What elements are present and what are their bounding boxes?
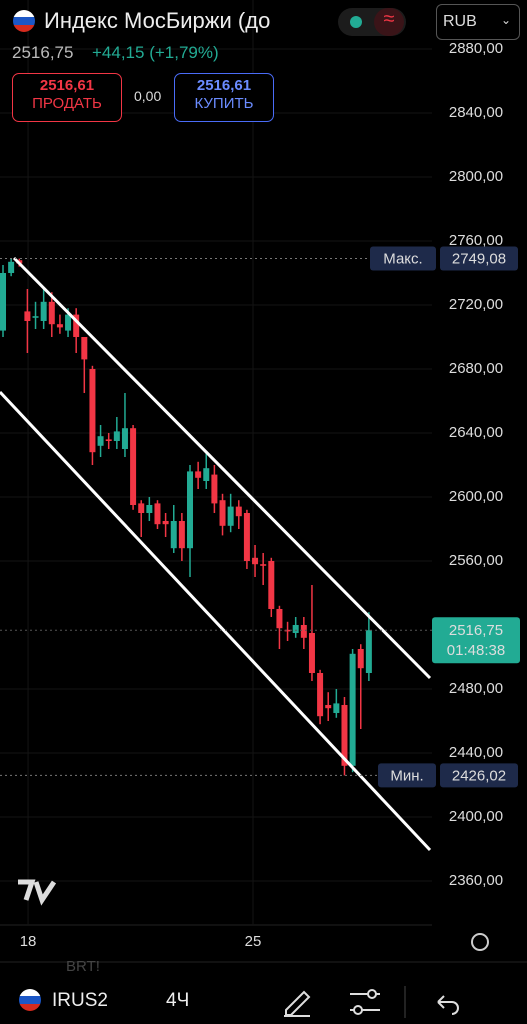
candle-body [130, 428, 137, 505]
last-price-box [432, 617, 520, 664]
candle-body [178, 521, 185, 549]
x-tick-label: 18 [20, 933, 37, 950]
candle-body [81, 337, 88, 360]
price: 2516,75 [12, 43, 74, 62]
buy-price: 2516,61 [196, 77, 252, 94]
label-box [370, 246, 436, 271]
y-tick-label: 2880,00 [449, 40, 503, 57]
y-tick-label: 2600,00 [449, 488, 503, 505]
candle-body [365, 630, 372, 673]
label-box [440, 763, 518, 788]
candle-body [195, 471, 202, 478]
status-pill[interactable]: ≈ [338, 8, 406, 36]
sell-price: 2516,61 [39, 77, 95, 94]
candle-body [333, 703, 340, 713]
candle-body [105, 439, 112, 441]
candle-body [292, 625, 299, 633]
candle-body [8, 261, 15, 273]
candle-body [162, 521, 169, 525]
candle-body [40, 301, 47, 321]
value-label: 2426,02 [452, 767, 506, 784]
y-tick-label: 2440,00 [449, 744, 503, 761]
y-tick-label: 2720,00 [449, 296, 503, 313]
label-box [440, 246, 518, 271]
y-tick-label: 2400,00 [449, 808, 503, 825]
candle-body [170, 521, 177, 549]
last-price: 2516,75 [449, 622, 503, 639]
toolbar-icons [284, 986, 459, 1018]
change: +44,15 (+1,79%) [92, 43, 219, 62]
currency-select[interactable]: RUB ⌄ [436, 4, 520, 40]
trend-line [12, 256, 432, 680]
candle-body [317, 673, 324, 717]
candle-body [268, 561, 275, 609]
y-tick-label: 2760,00 [449, 232, 503, 249]
candle-body [146, 505, 153, 513]
x-tick-label: 25 [245, 933, 262, 950]
undo-icon[interactable] [437, 995, 459, 1015]
candle-body [113, 431, 120, 441]
y-tick-label: 2840,00 [449, 104, 503, 121]
y-tick-label: 2480,00 [449, 680, 503, 697]
candle-body [357, 649, 364, 669]
draw-icon[interactable] [284, 990, 311, 1017]
symbol[interactable]: IRUS2 [52, 990, 108, 1011]
settings-icon[interactable] [471, 933, 489, 951]
candle-body [284, 629, 291, 632]
logo [18, 879, 57, 906]
candle-body [308, 633, 315, 673]
candle-body [211, 474, 218, 504]
flag [19, 989, 41, 1011]
currency: RUB [443, 13, 477, 30]
interval[interactable]: 4Ч [166, 990, 190, 1011]
candle-body [252, 557, 259, 565]
candle-body [227, 506, 234, 526]
marker-label: Макс. [383, 250, 422, 267]
y-tick-label: 2560,00 [449, 552, 503, 569]
spread: 0,00 [134, 88, 162, 104]
candle-body [243, 513, 250, 561]
candle-body [56, 324, 63, 328]
candle-body [187, 471, 194, 549]
candle-body [341, 705, 348, 766]
candle-body [154, 503, 161, 525]
candle-body [138, 503, 145, 513]
y-tick-label: 2680,00 [449, 360, 503, 377]
candle-body [325, 705, 332, 709]
candle-body [121, 428, 128, 449]
y-tick-label: 2800,00 [449, 168, 503, 185]
candle-body [349, 653, 356, 766]
candle-body [235, 506, 242, 517]
title: Индекс МосБиржи (до [44, 8, 271, 33]
candle-body [65, 314, 72, 331]
candle-body [48, 301, 55, 325]
sell-button[interactable]: 2516,61 ПРОДАТЬ [12, 73, 122, 122]
candle-body [24, 311, 31, 321]
candle-body [32, 316, 39, 318]
value-label: 2749,08 [452, 250, 506, 267]
buy-label: КУПИТЬ [194, 95, 254, 112]
trend-line [0, 390, 432, 852]
sell-label: ПРОДАТЬ [32, 95, 102, 112]
label-box [378, 763, 436, 788]
ghost-text: BRT! [66, 958, 100, 975]
candle-body [89, 369, 96, 453]
candle-body [0, 273, 7, 331]
candle-body [97, 436, 104, 446]
flag [13, 10, 35, 32]
candle-body [260, 564, 267, 566]
buy-button[interactable]: 2516,61 КУПИТЬ [174, 73, 274, 122]
y-tick-label: 2640,00 [449, 424, 503, 441]
candle-body [300, 625, 307, 638]
countdown: 01:48:38 [447, 642, 505, 659]
candle-body [276, 609, 283, 629]
candle-body [73, 314, 80, 337]
candle-body [203, 468, 210, 481]
marker-label: Мин. [390, 767, 423, 784]
candle-body [219, 500, 226, 526]
y-tick-label: 2360,00 [449, 872, 503, 889]
